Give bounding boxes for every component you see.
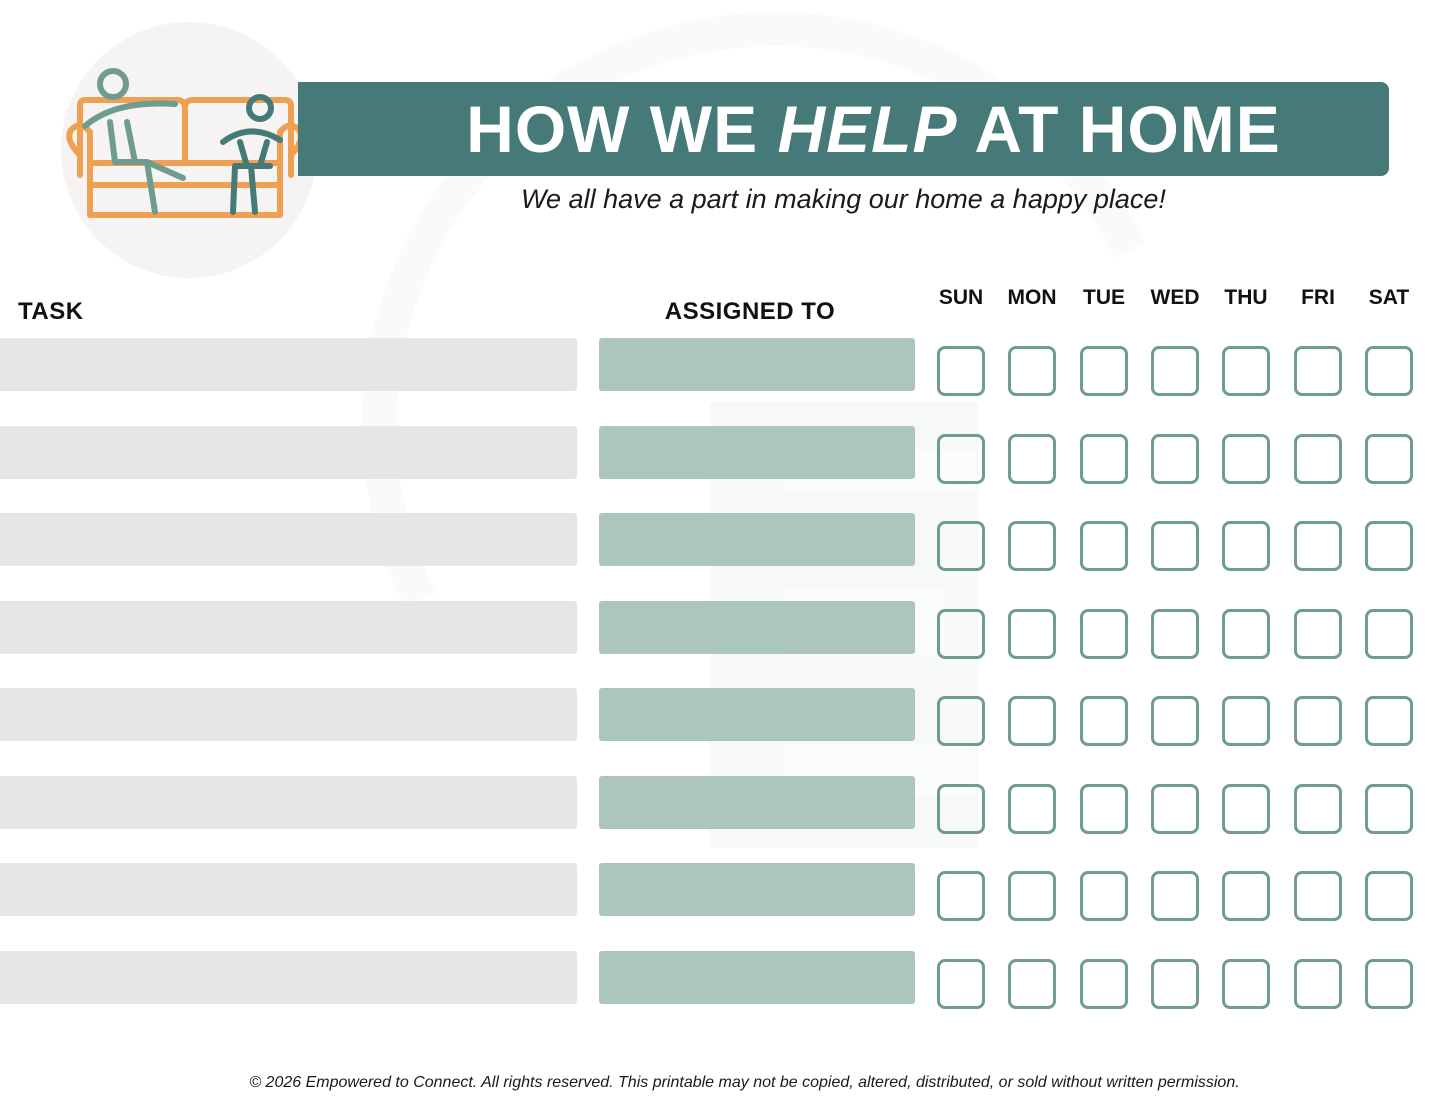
copyright-footer: © 2026 Empowered to Connect. All rights …: [249, 1074, 1240, 1091]
title-banner: HOW WE HELP AT HOME: [298, 82, 1389, 176]
task-field-8[interactable]: [0, 951, 577, 1004]
assigned-to-field-2[interactable]: [599, 426, 915, 479]
checkbox-mon-row-6[interactable]: [1008, 784, 1056, 834]
checkbox-wed-row-7[interactable]: [1151, 871, 1199, 921]
assigned-to-field-3[interactable]: [599, 513, 915, 566]
checkbox-wed-row-1[interactable]: [1151, 346, 1199, 396]
checkbox-fri-row-4[interactable]: [1294, 609, 1342, 659]
assigned-to-field-8[interactable]: [599, 951, 915, 1004]
checkbox-tue-row-4[interactable]: [1080, 609, 1128, 659]
checkbox-wed-row-2[interactable]: [1151, 434, 1199, 484]
checkbox-fri-row-8[interactable]: [1294, 959, 1342, 1009]
checkbox-sat-row-1[interactable]: [1365, 346, 1413, 396]
checkbox-fri-row-7[interactable]: [1294, 871, 1342, 921]
task-field-4[interactable]: [0, 601, 577, 654]
checkbox-tue-row-3[interactable]: [1080, 521, 1128, 571]
checkbox-thu-row-2[interactable]: [1222, 434, 1270, 484]
task-field-5[interactable]: [0, 688, 577, 741]
checkbox-sat-row-4[interactable]: [1365, 609, 1413, 659]
checkbox-sun-row-6[interactable]: [937, 784, 985, 834]
checkbox-mon-row-4[interactable]: [1008, 609, 1056, 659]
checkbox-tue-row-2[interactable]: [1080, 434, 1128, 484]
checkbox-sat-row-3[interactable]: [1365, 521, 1413, 571]
checkbox-thu-row-4[interactable]: [1222, 609, 1270, 659]
checkbox-sat-row-6[interactable]: [1365, 784, 1413, 834]
checkbox-thu-row-3[interactable]: [1222, 521, 1270, 571]
checkbox-mon-row-7[interactable]: [1008, 871, 1056, 921]
checkbox-thu-row-6[interactable]: [1222, 784, 1270, 834]
checkbox-wed-row-3[interactable]: [1151, 521, 1199, 571]
day-header-tue: TUE: [1083, 286, 1125, 309]
checkbox-tue-row-8[interactable]: [1080, 959, 1128, 1009]
assigned-to-field-6[interactable]: [599, 776, 915, 829]
checkbox-mon-row-2[interactable]: [1008, 434, 1056, 484]
assigned-to-column-header: ASSIGNED TO: [664, 298, 836, 325]
checkbox-sat-row-2[interactable]: [1365, 434, 1413, 484]
page-title: HOW WE HELP AT HOME: [466, 92, 1281, 166]
assigned-to-field-7[interactable]: [599, 863, 915, 916]
checkbox-tue-row-7[interactable]: [1080, 871, 1128, 921]
family-on-couch-icon: [66, 68, 304, 218]
assigned-to-field-5[interactable]: [599, 688, 915, 741]
checkbox-sun-row-1[interactable]: [937, 346, 985, 396]
checkbox-sat-row-7[interactable]: [1365, 871, 1413, 921]
checkbox-fri-row-3[interactable]: [1294, 521, 1342, 571]
page-subtitle: We all have a part in making our home a …: [521, 184, 1166, 214]
checkbox-mon-row-3[interactable]: [1008, 521, 1056, 571]
task-field-2[interactable]: [0, 426, 577, 479]
checkbox-sat-row-5[interactable]: [1365, 696, 1413, 746]
day-header-fri: FRI: [1301, 286, 1335, 309]
checkbox-wed-row-5[interactable]: [1151, 696, 1199, 746]
checkbox-fri-row-5[interactable]: [1294, 696, 1342, 746]
assigned-to-field-1[interactable]: [599, 338, 915, 391]
task-field-7[interactable]: [0, 863, 577, 916]
checkbox-fri-row-2[interactable]: [1294, 434, 1342, 484]
checkbox-thu-row-7[interactable]: [1222, 871, 1270, 921]
checkbox-tue-row-5[interactable]: [1080, 696, 1128, 746]
day-header-wed: WED: [1150, 286, 1200, 309]
day-header-thu: THU: [1224, 286, 1268, 309]
checkbox-sun-row-7[interactable]: [937, 871, 985, 921]
checkbox-sun-row-5[interactable]: [937, 696, 985, 746]
checkbox-wed-row-4[interactable]: [1151, 609, 1199, 659]
day-header-sun: SUN: [938, 286, 984, 309]
checkbox-mon-row-1[interactable]: [1008, 346, 1056, 396]
task-field-1[interactable]: [0, 338, 577, 391]
assigned-to-field-4[interactable]: [599, 601, 915, 654]
task-field-6[interactable]: [0, 776, 577, 829]
checkbox-sun-row-2[interactable]: [937, 434, 985, 484]
checkbox-mon-row-5[interactable]: [1008, 696, 1056, 746]
illustration-circle: [61, 22, 317, 278]
day-header-sat: SAT: [1368, 286, 1410, 309]
checkbox-mon-row-8[interactable]: [1008, 959, 1056, 1009]
checkbox-fri-row-1[interactable]: [1294, 346, 1342, 396]
checkbox-wed-row-6[interactable]: [1151, 784, 1199, 834]
checkbox-thu-row-5[interactable]: [1222, 696, 1270, 746]
checkbox-wed-row-8[interactable]: [1151, 959, 1199, 1009]
checkbox-tue-row-1[interactable]: [1080, 346, 1128, 396]
day-header-mon: MON: [1007, 286, 1057, 309]
checkbox-sun-row-8[interactable]: [937, 959, 985, 1009]
checkbox-sat-row-8[interactable]: [1365, 959, 1413, 1009]
checkbox-tue-row-6[interactable]: [1080, 784, 1128, 834]
task-column-header: TASK: [18, 298, 84, 325]
checkbox-sun-row-3[interactable]: [937, 521, 985, 571]
checkbox-sun-row-4[interactable]: [937, 609, 985, 659]
task-field-3[interactable]: [0, 513, 577, 566]
checkbox-thu-row-8[interactable]: [1222, 959, 1270, 1009]
checkbox-fri-row-6[interactable]: [1294, 784, 1342, 834]
checkbox-thu-row-1[interactable]: [1222, 346, 1270, 396]
